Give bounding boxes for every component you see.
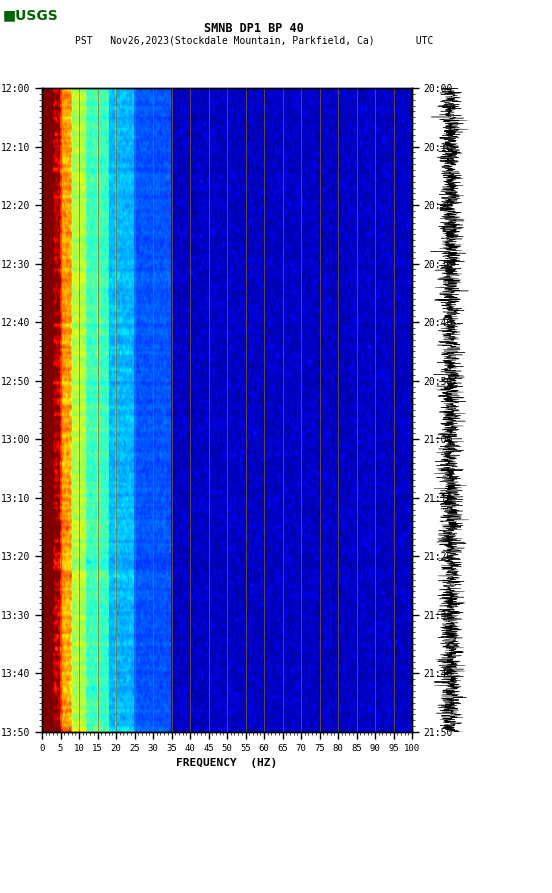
Text: ■USGS: ■USGS bbox=[3, 8, 59, 22]
Text: PST   Nov26,2023(Stockdale Mountain, Parkfield, Ca)       UTC: PST Nov26,2023(Stockdale Mountain, Parkf… bbox=[75, 36, 433, 46]
Text: SMNB DP1 BP 40: SMNB DP1 BP 40 bbox=[204, 22, 304, 36]
X-axis label: FREQUENCY  (HZ): FREQUENCY (HZ) bbox=[177, 758, 278, 768]
